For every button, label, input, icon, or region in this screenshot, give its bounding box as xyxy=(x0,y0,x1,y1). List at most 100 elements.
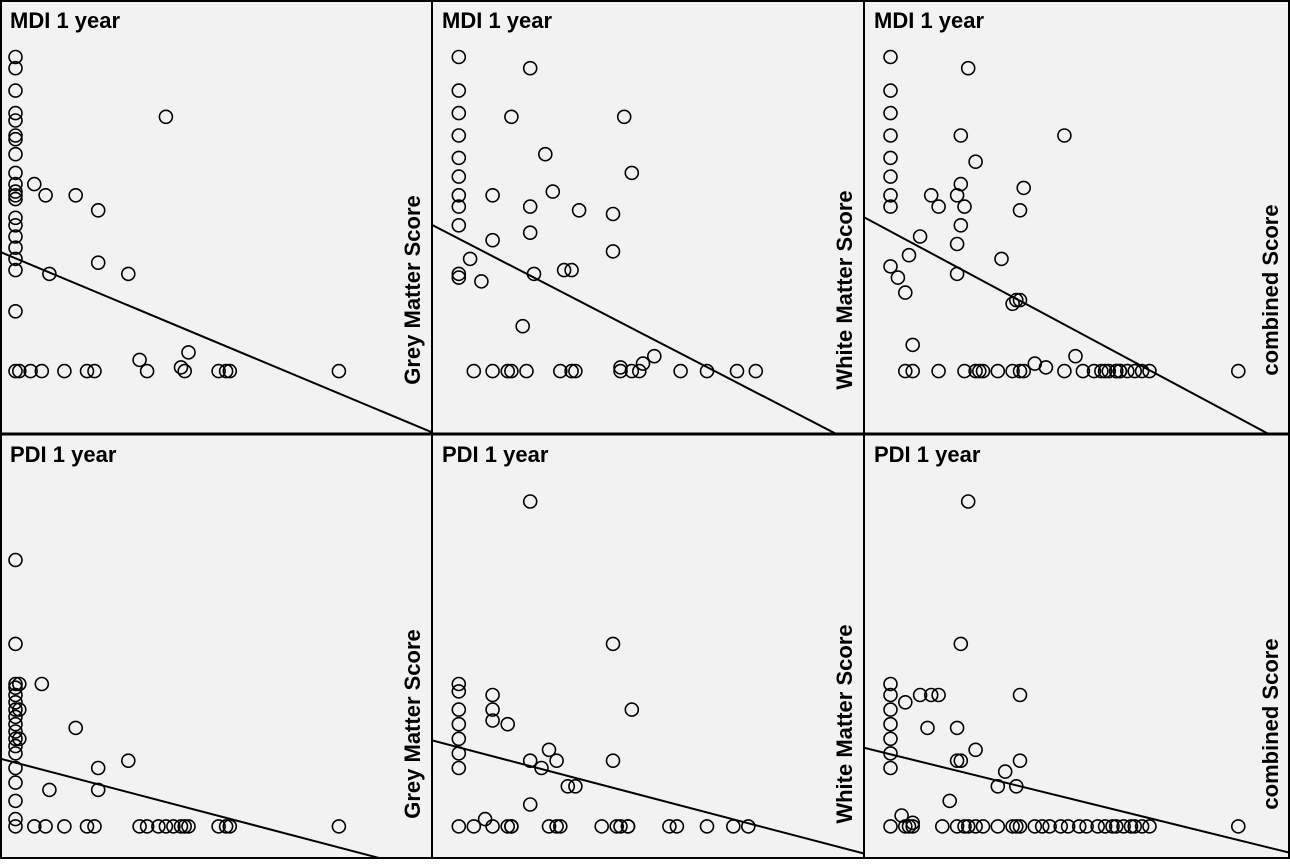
data-point xyxy=(931,687,946,703)
data-point xyxy=(8,724,23,739)
data-point xyxy=(158,819,174,834)
data-point xyxy=(905,819,921,834)
data-point xyxy=(8,793,23,809)
data-point xyxy=(624,363,640,379)
data-point xyxy=(1012,687,1028,703)
data-point xyxy=(883,169,898,184)
data-point xyxy=(729,363,745,379)
data-point xyxy=(1012,753,1028,769)
data-point xyxy=(883,49,898,65)
data-point xyxy=(890,270,906,285)
data-point xyxy=(500,716,516,732)
data-point xyxy=(222,819,238,834)
data-point xyxy=(166,819,181,834)
data-point xyxy=(8,165,23,181)
data-point xyxy=(564,262,579,278)
data-point xyxy=(669,819,685,834)
data-point xyxy=(132,819,147,834)
data-point xyxy=(631,363,647,379)
data-point xyxy=(901,819,917,834)
data-point xyxy=(42,266,57,282)
data-point xyxy=(515,318,531,334)
data-point xyxy=(8,262,23,278)
panel-title: MDI 1 year xyxy=(874,8,984,33)
data-point xyxy=(26,819,42,834)
data-point xyxy=(971,363,987,379)
data-point xyxy=(1060,819,1076,834)
data-point xyxy=(920,720,935,736)
data-point xyxy=(500,819,516,834)
plot-area xyxy=(0,49,432,434)
data-point xyxy=(1097,819,1113,834)
data-point xyxy=(990,363,1006,379)
data-point xyxy=(8,131,23,147)
data-point xyxy=(990,819,1006,834)
data-point xyxy=(451,150,467,166)
data-point xyxy=(1108,819,1124,834)
data-point xyxy=(38,188,53,203)
data-point xyxy=(1079,819,1094,834)
data-point xyxy=(522,494,538,509)
data-point xyxy=(519,363,534,379)
panel-title: MDI 1 year xyxy=(10,8,120,33)
data-point xyxy=(883,687,898,703)
data-point xyxy=(57,363,72,379)
data-point xyxy=(901,247,917,263)
data-point xyxy=(139,363,155,379)
data-point xyxy=(8,676,23,692)
data-point xyxy=(960,819,976,834)
data-point xyxy=(8,702,23,717)
data-point xyxy=(8,229,23,244)
data-point xyxy=(934,819,950,834)
data-point xyxy=(905,363,921,379)
panel-1-1: MDI 1 year Grey Matter Score xyxy=(0,0,432,434)
data-point xyxy=(451,169,467,184)
data-point xyxy=(646,348,662,364)
data-point xyxy=(571,203,587,218)
data-point xyxy=(1005,363,1020,379)
data-point xyxy=(173,360,189,375)
data-point xyxy=(466,363,482,379)
data-point xyxy=(485,713,500,728)
axis-label: Grey Matter Score xyxy=(400,629,425,819)
data-point xyxy=(1116,819,1131,834)
data-point xyxy=(87,819,102,834)
data-point xyxy=(949,720,965,736)
data-point xyxy=(485,819,500,834)
panel-title: PDI 1 year xyxy=(10,442,117,467)
panel-2-1: PDI 1 year Grey Matter Score xyxy=(0,434,432,859)
data-point xyxy=(949,236,965,252)
plot-area xyxy=(0,552,387,859)
data-point xyxy=(699,819,715,834)
data-point xyxy=(1042,819,1057,834)
data-point xyxy=(953,218,969,233)
regression-line xyxy=(864,216,1271,434)
data-point xyxy=(451,199,467,214)
data-point xyxy=(451,83,467,98)
data-point xyxy=(8,636,23,652)
data-point xyxy=(522,753,538,769)
data-point xyxy=(923,188,939,203)
data-point xyxy=(211,363,226,379)
data-point xyxy=(8,251,23,267)
data-point xyxy=(997,764,1013,779)
data-point xyxy=(968,363,983,379)
data-point xyxy=(883,702,898,717)
data-point xyxy=(1127,363,1142,379)
axis-label: combined Score xyxy=(1258,204,1283,375)
data-point xyxy=(11,363,27,379)
data-point xyxy=(8,191,23,207)
data-point xyxy=(23,363,38,379)
axis-label: Grey Matter Score xyxy=(400,195,425,385)
data-point xyxy=(931,199,946,214)
data-point xyxy=(545,184,561,199)
data-point xyxy=(451,128,467,143)
data-point xyxy=(605,244,621,259)
data-point xyxy=(462,251,478,267)
data-point xyxy=(139,819,155,834)
data-point xyxy=(1038,360,1054,375)
data-point xyxy=(740,819,756,834)
data-point xyxy=(1108,363,1124,379)
panel-title: PDI 1 year xyxy=(874,442,981,467)
